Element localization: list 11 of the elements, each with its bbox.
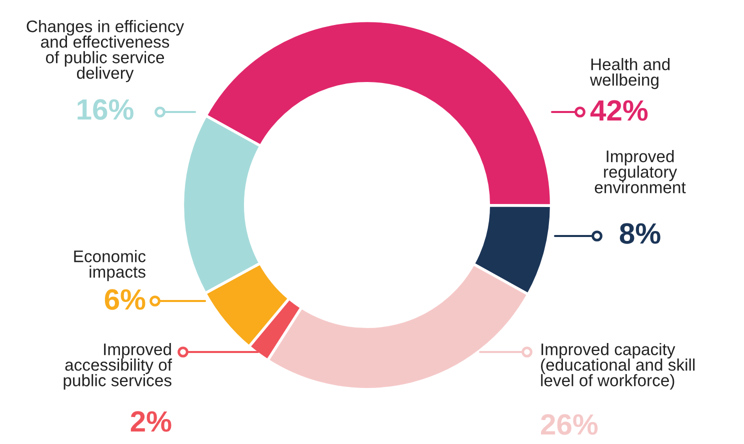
data-label: 8% — [620, 223, 660, 244]
data-label: 2% — [130, 411, 172, 432]
data-label: 16% — [78, 99, 134, 120]
slice-label: Improved accessibility of public services — [64, 343, 172, 390]
slice-label: Economic impacts — [74, 250, 146, 282]
slice-label: Improved regulatory environment — [594, 150, 686, 194]
data-label: 42% — [590, 100, 648, 121]
slice-label: Changes in efficiency and effectiveness of public service delivery — [26, 20, 184, 82]
legend-label: Improved capacity (educational and skill level of workforce) — [541, 343, 695, 390]
slice-label: Health and wellbeing — [590, 58, 670, 90]
data-label: 6% — [104, 289, 146, 310]
